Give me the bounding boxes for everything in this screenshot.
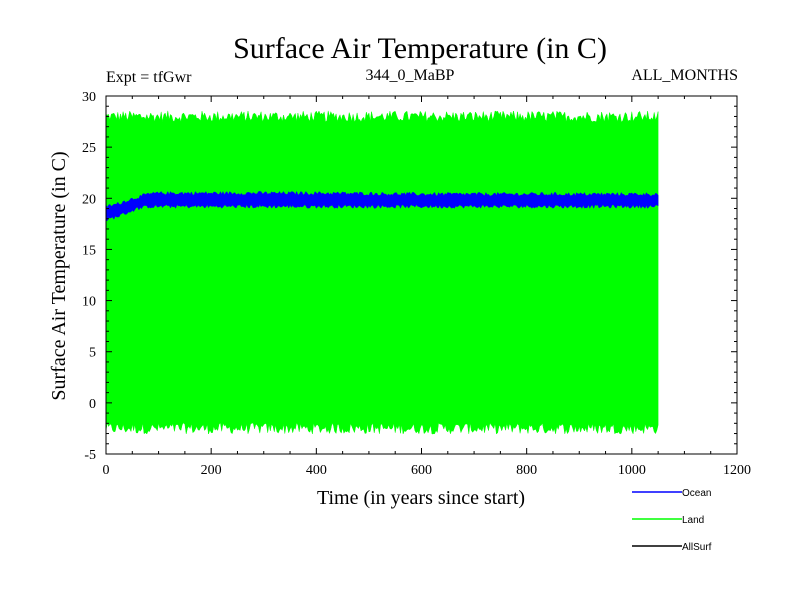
chart-title: Surface Air Temperature (in C): [233, 32, 607, 65]
months-label: ALL_MONTHS: [631, 67, 738, 84]
y-tick-label: 10: [82, 295, 96, 310]
legend-label-ocean: Ocean: [682, 488, 711, 499]
series-land-band: [105, 110, 659, 435]
x-tick-label: 1200: [723, 463, 751, 478]
x-tick-label: 400: [306, 463, 327, 478]
experiment-label: Expt = tfGwr: [106, 69, 192, 86]
plot-area: [105, 110, 659, 435]
y-tick-label: 20: [82, 192, 96, 207]
legend: Ocean Land AllSurf: [632, 488, 712, 553]
x-tick-label: 1000: [618, 463, 646, 478]
x-tick-label: 600: [411, 463, 432, 478]
period-label: 344_0_MaBP: [366, 67, 455, 84]
series-ocean-band: [105, 190, 659, 221]
x-axis: 0 200 400 600 800 1000 1200: [103, 96, 751, 478]
y-tick-label: 30: [82, 90, 96, 105]
legend-label-allsurf: AllSurf: [682, 542, 712, 553]
y-tick-label: 0: [89, 397, 96, 412]
x-tick-label: 0: [103, 463, 110, 478]
x-tick-label: 200: [201, 463, 222, 478]
x-axis-label: Time (in years since start): [317, 487, 525, 509]
legend-label-land: Land: [682, 515, 704, 526]
x-tick-label: 800: [516, 463, 537, 478]
y-axis-label: Surface Air Temperature (in C): [48, 151, 70, 400]
y-tick-label: -5: [84, 448, 96, 463]
y-axis: -5 0 5 10 15 20 25 30: [82, 90, 737, 463]
y-tick-label: 25: [82, 141, 96, 156]
y-tick-label: 15: [82, 243, 96, 258]
y-tick-label: 5: [89, 346, 96, 361]
